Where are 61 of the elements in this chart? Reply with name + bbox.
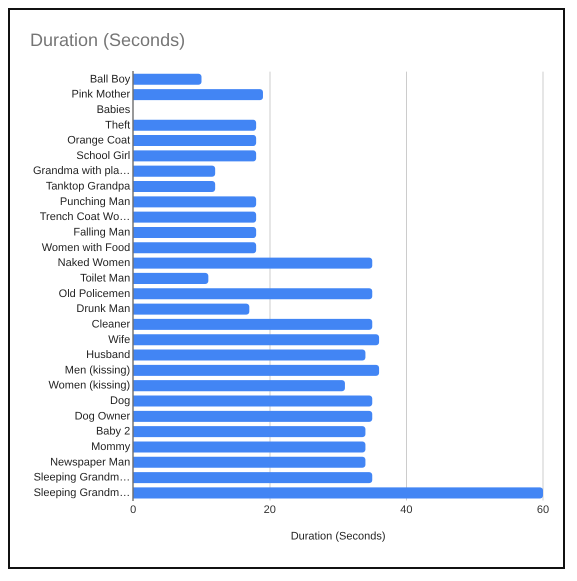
bar (134, 395, 372, 407)
bar (134, 380, 345, 392)
y-tick-label: Sleeping Grandm… (34, 486, 130, 499)
y-tick-label: Drunk Man (76, 303, 130, 316)
bar (134, 196, 256, 208)
bar (134, 304, 250, 315)
bar (134, 150, 256, 162)
bar (134, 272, 208, 284)
y-tick-label: Orange Coat (67, 134, 130, 147)
bar (134, 135, 256, 146)
bar (134, 364, 380, 376)
bar (134, 487, 543, 498)
bar (134, 426, 366, 438)
y-tick-label: Dog (110, 395, 130, 408)
y-tick-label: Wife (108, 334, 130, 346)
y-tick-label: Trench Coat Wo… (40, 211, 130, 224)
y-tick-label: Men (kissing) (64, 364, 130, 376)
y-tick-label: Old Policemen (58, 288, 130, 300)
bar (134, 166, 216, 177)
bar (134, 180, 216, 192)
y-tick-label: Ball Boy (90, 73, 131, 86)
bar (134, 226, 256, 238)
bar (134, 120, 256, 131)
bar (134, 89, 263, 100)
bar (134, 258, 372, 269)
y-tick-label: Husband (86, 349, 130, 362)
y-tick-label: School Girl (76, 150, 130, 162)
y-tick-label: Women (kissing) (48, 380, 130, 392)
y-tick-label: Women with Food (42, 242, 130, 254)
x-tick-label: 60 (536, 504, 550, 516)
bar (134, 334, 380, 346)
x-tick-label: 20 (264, 504, 276, 516)
bar (134, 350, 366, 361)
y-tick-label: Cleaner (92, 318, 131, 330)
y-tick-label: Falling Man (73, 226, 130, 239)
y-tick-label: Grandma with pla… (32, 165, 130, 178)
y-tick-label: Punching Man (60, 196, 130, 208)
bar (134, 456, 366, 468)
y-tick-label: Toilet Man (80, 272, 130, 284)
y-tick-label: Naked Women (58, 257, 130, 270)
y-tick-label: Sleeping Grandm… (34, 472, 130, 484)
x-axis-title: Duration (Seconds) (290, 530, 386, 542)
y-tick-label: Newspaper Man (50, 456, 130, 468)
bar (134, 212, 256, 223)
bar (134, 288, 372, 300)
y-tick-label: Dog Owner (74, 410, 131, 422)
y-tick-label: Pink Mother (72, 88, 131, 101)
x-tick-label: 0 (130, 504, 136, 516)
x-tick-label: 40 (400, 504, 413, 516)
y-tick-label: Babies (96, 104, 131, 116)
bar (134, 410, 372, 422)
bar (134, 472, 372, 484)
y-tick-label: Baby 2 (96, 426, 130, 438)
chart-title: Duration (Seconds) (30, 30, 186, 50)
y-tick-label: Mommy (91, 441, 131, 454)
bar (134, 74, 202, 85)
bar (134, 242, 256, 254)
y-tick-label: Theft (105, 119, 130, 132)
bar (134, 318, 372, 330)
bar (134, 441, 366, 452)
y-tick-label: Tanktop Grandpa (46, 180, 132, 193)
